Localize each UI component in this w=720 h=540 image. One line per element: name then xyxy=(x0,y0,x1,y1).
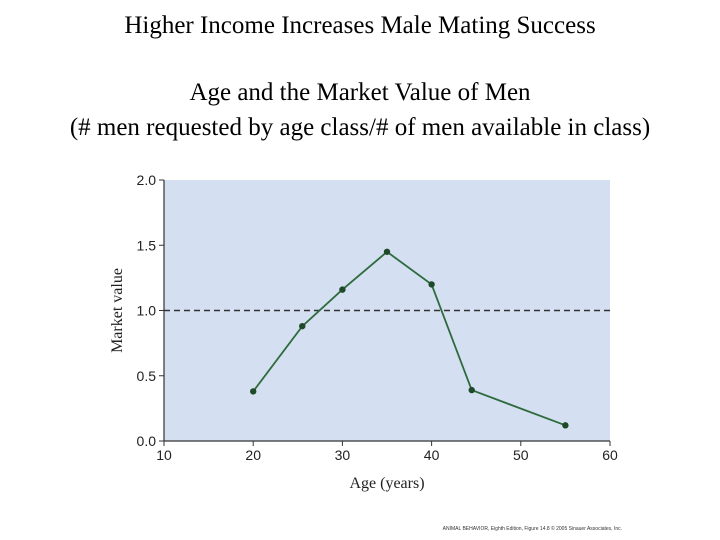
data-point xyxy=(383,248,391,255)
data-points xyxy=(250,248,569,429)
y-tick-label: 1.0 xyxy=(137,303,157,319)
data-point xyxy=(562,422,569,429)
y-tick-label: 0.5 xyxy=(137,368,157,384)
y-tick-label: 0.0 xyxy=(137,433,157,449)
x-axis-label: Age (years) xyxy=(349,475,424,492)
slide-subtitle-note: (# men requested by age class/# of men a… xyxy=(69,114,651,141)
figure-credit: ANIMAL BEHAVIOR, Eighth Edition, Figure … xyxy=(443,525,622,532)
tick-labels: 10 20 30 40 50 60 0.0 0.5 1.0 1.5 2.0 xyxy=(137,172,618,463)
x-tick-label: 10 xyxy=(156,447,172,463)
x-tick-label: 60 xyxy=(602,447,618,463)
y-axis-label: Market value xyxy=(109,268,126,353)
x-tick-label: 40 xyxy=(424,447,440,463)
slide-subtitle: Age and the Market Value of Men xyxy=(189,79,531,106)
x-tick-label: 50 xyxy=(513,447,529,463)
data-point xyxy=(468,386,475,394)
x-tick-label: 30 xyxy=(335,447,351,463)
data-point xyxy=(428,281,435,288)
x-tick-label: 20 xyxy=(245,447,261,463)
y-tick-label: 2.0 xyxy=(137,172,157,188)
slide-title: Higher Income Increases Male Mating Succ… xyxy=(124,12,596,39)
data-point xyxy=(299,322,306,330)
data-point xyxy=(339,286,346,293)
y-tick-label: 1.5 xyxy=(137,237,157,253)
data-point xyxy=(250,388,257,395)
